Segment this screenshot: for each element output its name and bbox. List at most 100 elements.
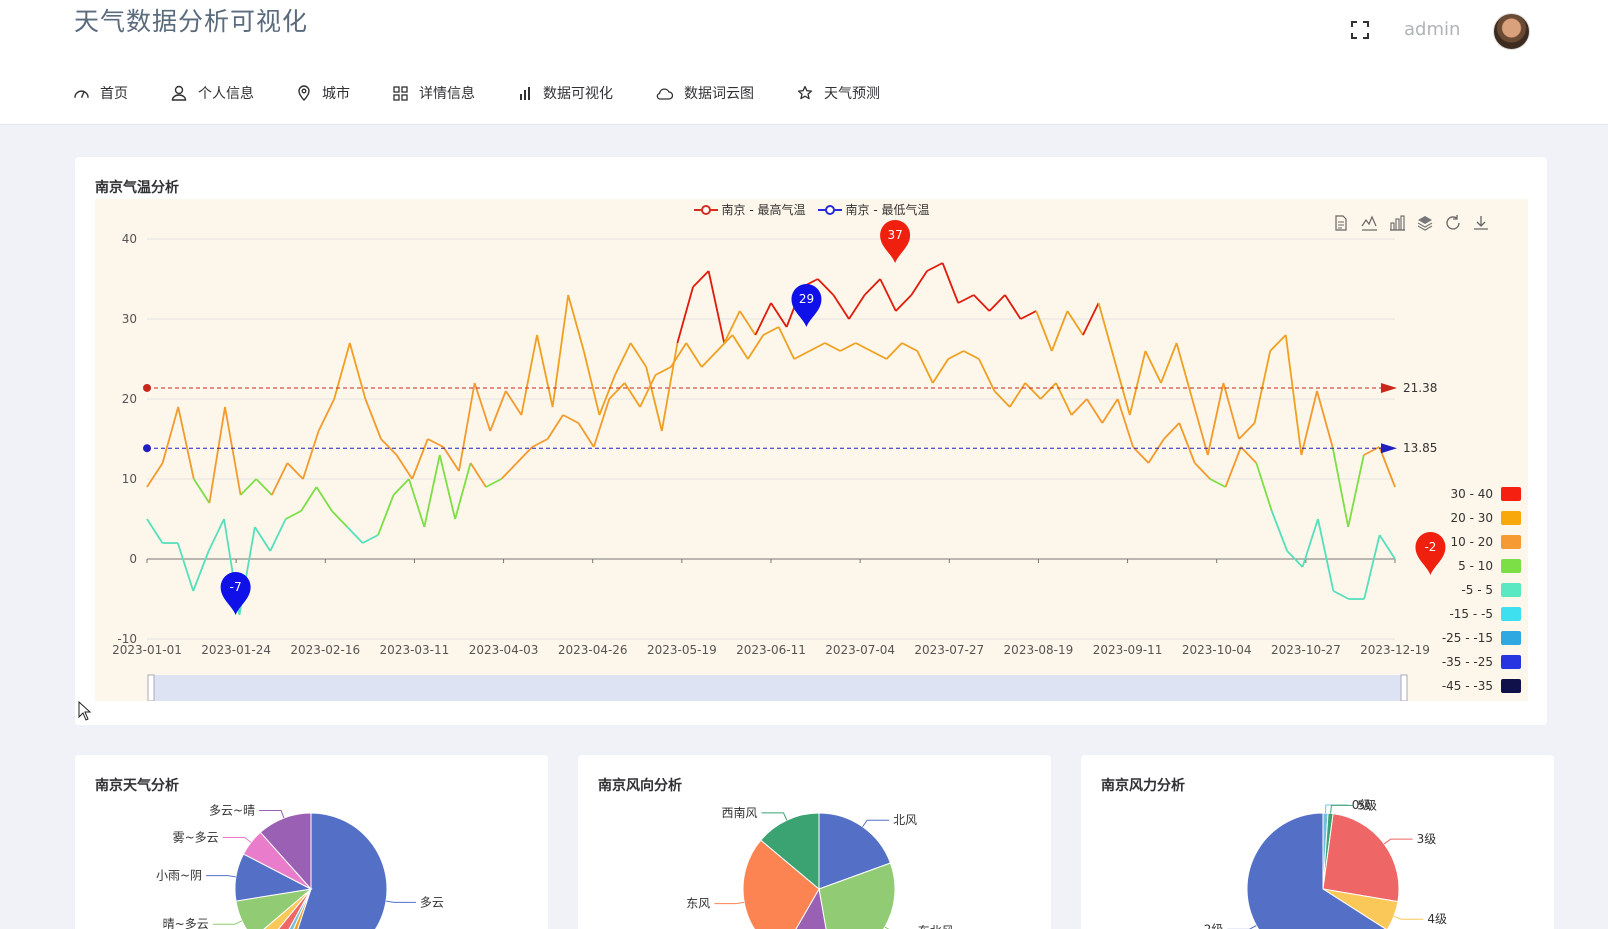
data-view-icon[interactable] bbox=[1332, 214, 1350, 232]
min-temp-line-segment bbox=[331, 510, 348, 528]
stack-icon[interactable] bbox=[1416, 214, 1434, 232]
min-temp-line-segment bbox=[1209, 478, 1226, 488]
visual-map-item[interactable]: -25 - -15 bbox=[1431, 626, 1521, 650]
main-nav: 首页 个人信息 城市 详情信息 数据可视化 数据词云图 天气预测 bbox=[74, 80, 923, 106]
x-tick-label: 2023-03-11 bbox=[380, 643, 450, 657]
legend-item-min[interactable]: 南京 - 最低气温 bbox=[817, 201, 929, 218]
average-mark-label: 21.38 bbox=[1403, 381, 1437, 395]
max-temp-line-segment bbox=[707, 270, 726, 344]
visual-map-item[interactable]: 5 - 10 bbox=[1431, 554, 1521, 578]
max-temp-line-segment bbox=[364, 398, 382, 440]
visual-map-item[interactable]: -15 - -5 bbox=[1431, 602, 1521, 626]
pie-label-line bbox=[1393, 915, 1424, 920]
max-temp-line-segment bbox=[817, 278, 835, 296]
card-title: 南京天气分析 bbox=[95, 778, 179, 794]
download-icon[interactable] bbox=[1472, 214, 1490, 232]
max-temp-line-segment bbox=[458, 382, 476, 472]
visual-map-item[interactable]: 10 - 20 bbox=[1431, 530, 1521, 554]
max-temp-line-segment bbox=[895, 294, 913, 312]
x-tick-label: 2023-02-16 bbox=[290, 643, 360, 657]
max-temp-line-segment bbox=[863, 278, 881, 296]
min-temp-line-segment bbox=[993, 390, 1011, 408]
nav-item-wordcloud[interactable]: 数据词云图 bbox=[656, 83, 754, 103]
min-temp-line-segment bbox=[500, 462, 518, 480]
fullscreen-icon[interactable] bbox=[1351, 21, 1369, 39]
nav-item-city[interactable]: 城市 bbox=[297, 83, 350, 103]
app-title: 天气数据分析可视化 bbox=[74, 7, 309, 36]
pie-label: 西南风 bbox=[721, 805, 757, 820]
min-temp-line-segment bbox=[1024, 382, 1042, 400]
max-temp-line-segment bbox=[614, 342, 632, 376]
visual-map-item[interactable]: 20 - 30 bbox=[1431, 506, 1521, 530]
visual-map-label: 10 - 20 bbox=[1450, 535, 1494, 549]
pie-label: 多云 bbox=[420, 895, 444, 909]
max-temp-line-segment bbox=[988, 294, 1006, 312]
pie-label: 2级 bbox=[1204, 922, 1224, 929]
min-temp-line-segment bbox=[1363, 534, 1381, 600]
min-temp-line-segment bbox=[685, 342, 703, 368]
min-temp-line-segment bbox=[623, 382, 641, 408]
bar-chart-icon[interactable] bbox=[1388, 214, 1406, 232]
avatar[interactable] bbox=[1493, 13, 1530, 50]
y-tick-label: 10 bbox=[122, 472, 137, 486]
visual-map-label: 20 - 30 bbox=[1450, 511, 1494, 525]
nav-item-profile[interactable]: 个人信息 bbox=[171, 83, 254, 103]
visual-map-item[interactable]: -35 - -25 bbox=[1431, 650, 1521, 674]
min-temp-line-segment bbox=[747, 334, 765, 360]
pie-label-line bbox=[385, 900, 416, 903]
max-temp-line-segment bbox=[1363, 446, 1380, 456]
mark-point-label: -7 bbox=[230, 580, 242, 594]
nav-item-forecast[interactable]: 天气预测 bbox=[797, 83, 880, 103]
nav-item-visualization[interactable]: 数据可视化 bbox=[518, 83, 613, 103]
x-tick-label: 2023-07-27 bbox=[914, 643, 984, 657]
max-temp-line-segment bbox=[1035, 310, 1053, 352]
max-temp-line-segment bbox=[255, 478, 273, 496]
max-temp-line-segment bbox=[598, 374, 616, 416]
line-chart-icon[interactable] bbox=[1360, 214, 1378, 232]
legend-item-max[interactable]: 南京 - 最高气温 bbox=[693, 201, 806, 218]
pie-label-line bbox=[1383, 838, 1413, 845]
max-temp-line-segment bbox=[427, 438, 444, 448]
average-mark-label: 13.85 bbox=[1403, 441, 1437, 455]
nav-item-details[interactable]: 详情信息 bbox=[393, 83, 475, 103]
y-tick-label: 20 bbox=[122, 392, 137, 406]
min-temp-line-segment bbox=[1378, 534, 1396, 560]
max-temp-line-segment bbox=[333, 342, 351, 400]
pie-label-line bbox=[884, 926, 890, 929]
nav-item-home[interactable]: 首页 bbox=[74, 83, 128, 103]
min-temp-line-segment bbox=[901, 342, 918, 352]
min-temp-line-segment bbox=[469, 462, 487, 488]
visual-map-label: -35 - -25 bbox=[1441, 655, 1493, 669]
average-mark-arrow bbox=[1381, 443, 1397, 454]
x-tick-label: 2023-01-01 bbox=[112, 643, 182, 657]
min-temp-line-segment bbox=[1194, 462, 1211, 480]
pie-label: 雾~多云 bbox=[173, 830, 219, 844]
pie-label-line bbox=[862, 819, 890, 828]
nav-label: 天气预测 bbox=[824, 86, 880, 102]
max-temp-line-segment bbox=[910, 270, 928, 296]
visual-map-label: 30 - 40 bbox=[1450, 487, 1494, 501]
min-temp-line-segment bbox=[207, 518, 225, 552]
top-bar: 天气数据分析可视化 admin 首页 个人信息 城市 详情信息 数据可视化 数据… bbox=[0, 0, 1608, 125]
pie-label-line bbox=[1227, 925, 1257, 929]
card-title: 南京风力分析 bbox=[1101, 778, 1185, 794]
max-temp-line-segment bbox=[973, 294, 991, 312]
user-name[interactable]: admin bbox=[1404, 19, 1461, 40]
max-temp-line-segment bbox=[1378, 446, 1396, 488]
max-temp-line-segment bbox=[926, 262, 944, 272]
max-temp-line-segment bbox=[395, 454, 413, 480]
max-temp-line-segment bbox=[957, 294, 975, 304]
min-temp-line-segment bbox=[1286, 550, 1304, 568]
location-icon bbox=[298, 85, 310, 101]
max-temp-line-segment bbox=[505, 390, 523, 416]
max-temp-line-segment bbox=[848, 294, 866, 320]
restore-icon[interactable] bbox=[1444, 214, 1462, 232]
visual-map-item[interactable]: -45 - -35 bbox=[1431, 674, 1521, 698]
x-tick-label: 2023-04-03 bbox=[469, 643, 539, 657]
visual-map-item[interactable]: -5 - 5 bbox=[1431, 578, 1521, 602]
visual-map-swatch bbox=[1501, 535, 1521, 549]
min-temp-line-segment bbox=[1039, 382, 1057, 400]
visual-map-item[interactable]: 30 - 40 bbox=[1431, 482, 1521, 506]
dashboard-icon bbox=[74, 90, 89, 98]
